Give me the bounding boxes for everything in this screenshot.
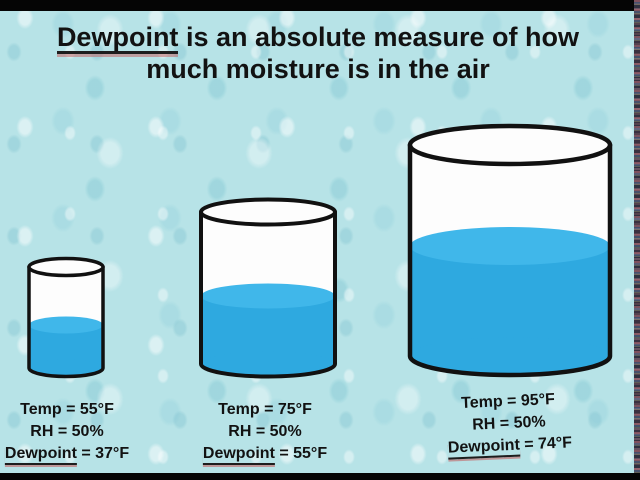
dewpoint-value: = 37°F [76, 445, 130, 462]
rh-label: RH = 50% [228, 423, 302, 440]
dewpoint-word: Dewpoint [202, 446, 275, 465]
label-small-cylinder: Temp = 55°F RH = 50% Dewpoint = 37°F [4, 399, 130, 465]
dewpoint-word: Dewpoint [4, 446, 77, 465]
temp-label: Temp = 75°F [218, 401, 312, 418]
dewpoint-label: Dewpoint = 37°F [4, 443, 130, 465]
dewpoint-value: = 74°F [519, 434, 573, 454]
cylinder-medium [199, 197, 337, 379]
title-line-1-rest: is an absolute measure of how [178, 22, 580, 52]
dewpoint-value: = 55°F [274, 445, 328, 462]
title-line-1: Dewpoint is an absolute measure of how [18, 22, 618, 54]
temp-label: Temp = 55°F [20, 401, 114, 418]
cylinder-medium-outline [199, 210, 337, 379]
dewpoint-word: Dewpoint [448, 437, 521, 460]
cylinder-large-water-surface [410, 227, 610, 265]
label-large-cylinder: Temp = 95°F RH = 50% Dewpoint = 74°F [446, 388, 573, 460]
title-line-2: much moisture is in the air [146, 54, 490, 84]
label-medium-cylinder: Temp = 75°F RH = 50% Dewpoint = 55°F [202, 399, 328, 465]
letterbox-bar-top [0, 0, 640, 11]
cylinder-medium-water-surface [201, 283, 335, 309]
cylinder-large-rim [407, 123, 613, 167]
letterbox-bar-bottom [0, 473, 640, 480]
dewpoint-label: Dewpoint = 74°F [447, 432, 573, 460]
cylinder-small-rim [27, 256, 105, 278]
cylinder-small-water-surface [29, 316, 103, 334]
page-title: Dewpoint is an absolute measure of how m… [18, 22, 618, 85]
rh-label: RH = 50% [30, 423, 104, 440]
cylinder-small [27, 256, 105, 379]
cylinder-large-outline [407, 142, 613, 378]
video-noise-strip [634, 0, 640, 473]
title-dewpoint-word: Dewpoint [56, 22, 179, 54]
cylinder-medium-rim [199, 197, 337, 227]
cylinder-large [407, 123, 613, 378]
cylinder-small-outline [27, 265, 105, 379]
dewpoint-label: Dewpoint = 55°F [202, 443, 328, 465]
